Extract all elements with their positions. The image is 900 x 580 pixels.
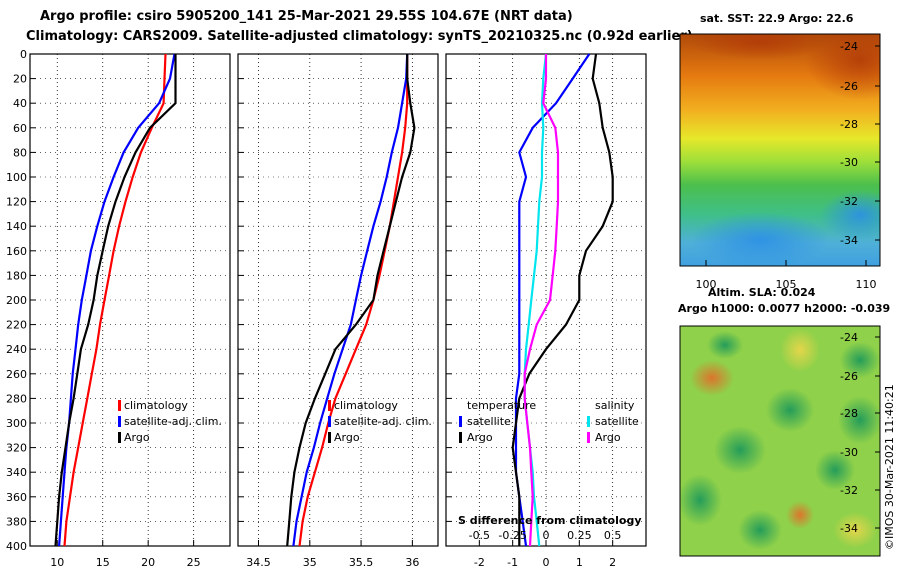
depth-tick-label: 300 xyxy=(6,417,27,430)
legend-label-argo: Argo xyxy=(334,431,360,444)
legend-swatch-satellite-s xyxy=(587,416,590,427)
s-difference-axis-label: S difference from climatology xyxy=(458,514,642,527)
depth-tick-label: 40 xyxy=(13,97,27,110)
x-tick-label: 2 xyxy=(609,556,616,569)
sla-lat-label: -34 xyxy=(840,522,858,535)
legend-swatch-climatology xyxy=(118,400,121,411)
sla-lat-label: -30 xyxy=(840,446,858,459)
sla-lat-label: -24 xyxy=(840,331,858,344)
x-tick-label: -2 xyxy=(474,556,485,569)
legend-label-climatology: climatology xyxy=(124,399,188,412)
legend-swatch-argo xyxy=(118,432,121,443)
legend-salinity-title: salinity xyxy=(595,399,635,412)
depth-tick-label: 240 xyxy=(6,343,27,356)
secondary-x-tick-label: -0.25 xyxy=(498,529,526,542)
x-tick-label: 1 xyxy=(576,556,583,569)
credit-text: ©IMOS 30-Mar-2021 11:40:21 xyxy=(883,384,896,550)
salinity-legend: climatology satellite-adj. clim. Argo xyxy=(328,399,432,444)
sst-lon-label: 110 xyxy=(856,278,877,291)
depth-tick-label: 280 xyxy=(6,392,27,405)
sla-map-title-line1: Altim. SLA: 0.024 xyxy=(708,286,816,299)
sst-map xyxy=(680,34,880,266)
depth-tick-label: 80 xyxy=(13,146,27,159)
x-tick-label: 34.5 xyxy=(246,556,271,569)
legend-label-satellite: satellite-adj. clim. xyxy=(334,415,432,428)
x-tick-label: 36 xyxy=(405,556,419,569)
sla-lat-label: -32 xyxy=(840,484,858,497)
depth-tick-label: 100 xyxy=(6,171,27,184)
depth-tick-label: 120 xyxy=(6,196,27,209)
diff-sal-argo-line xyxy=(523,54,560,547)
depth-tick-label: 20 xyxy=(13,73,27,86)
sla-map xyxy=(680,326,880,556)
legend-label-argo: Argo xyxy=(124,431,150,444)
legend-temperature-title: temperature xyxy=(467,399,536,412)
legend-swatch-argo xyxy=(328,432,331,443)
sal-satellite-line xyxy=(292,53,409,547)
depth-tick-label: 360 xyxy=(6,491,27,504)
secondary-x-tick-label: 0.5 xyxy=(604,529,622,542)
depth-tick-label: 220 xyxy=(6,319,27,332)
secondary-x-tick-label: 0.25 xyxy=(567,529,592,542)
sst-lat-label: -34 xyxy=(840,234,858,247)
sst-lat-label: -32 xyxy=(840,195,858,208)
secondary-x-tick-label: 0 xyxy=(543,529,550,542)
legend-swatch-argo xyxy=(459,432,462,443)
sst-lon-label: 105 xyxy=(776,278,797,291)
depth-tick-label: 180 xyxy=(6,269,27,282)
x-tick-label: 25 xyxy=(187,556,201,569)
legend-salinity-satellite: satellite xyxy=(595,415,639,428)
x-tick-label: 10 xyxy=(50,556,64,569)
diff-sal-satellite-line xyxy=(523,53,548,547)
x-tick-label: 35.5 xyxy=(349,556,374,569)
figure-title-line1: Argo profile: csiro 5905200_141 25-Mar-2… xyxy=(40,9,573,24)
figure-title-line2: Climatology: CARS2009. Satellite-adjuste… xyxy=(26,29,693,44)
sal-argo-line xyxy=(286,54,416,547)
depth-tick-label: 260 xyxy=(6,368,27,381)
depth-tick-label: 340 xyxy=(6,466,27,479)
sla-lat-label: -28 xyxy=(840,407,858,420)
sst-lat-label: -24 xyxy=(840,40,858,53)
depth-tick-label: 380 xyxy=(6,515,27,528)
x-tick-label: 35 xyxy=(303,556,317,569)
x-tick-label: 15 xyxy=(96,556,110,569)
legend-label-climatology: climatology xyxy=(334,399,398,412)
depth-tick-label: 140 xyxy=(6,220,27,233)
x-tick-label: 0 xyxy=(543,556,550,569)
temperature-legend: climatology satellite-adj. clim. Argo xyxy=(118,399,222,444)
sst-map-frame xyxy=(679,33,881,267)
legend-swatch-satellite xyxy=(328,416,331,427)
sla-lat-label: -26 xyxy=(840,370,858,383)
legend-swatch-argo-s xyxy=(587,432,590,443)
depth-tick-label: 200 xyxy=(6,294,27,307)
legend-swatch-satellite xyxy=(118,416,121,427)
sst-lat-label: -30 xyxy=(840,156,858,169)
sla-map-title-line2: Argo h1000: 0.0077 h2000: -0.039 xyxy=(678,302,890,315)
temp-argo-line xyxy=(54,54,177,547)
sst-lat-label: -26 xyxy=(840,80,858,93)
sst-map-title: sat. SST: 22.9 Argo: 22.6 xyxy=(700,12,854,25)
sla-map-frame xyxy=(679,325,881,557)
legend-swatch-satellite xyxy=(459,416,462,427)
depth-tick-label: 400 xyxy=(6,540,27,553)
legend-temperature-satellite: satellite xyxy=(467,415,511,428)
legend-label-satellite: satellite-adj. clim. xyxy=(124,415,222,428)
difference-legend: temperature satellite Argo salinity sate… xyxy=(459,399,639,444)
temp-climatology-line xyxy=(63,53,167,547)
legend-temperature-argo: Argo xyxy=(467,431,493,444)
legend-swatch-climatology xyxy=(328,400,331,411)
x-tick-label: -1 xyxy=(507,556,518,569)
temp-satellite-line xyxy=(58,53,176,547)
depth-tick-label: 320 xyxy=(6,442,27,455)
depth-tick-label: 60 xyxy=(13,122,27,135)
secondary-x-tick-label: -0.5 xyxy=(469,529,490,542)
sst-lat-label: -28 xyxy=(840,118,858,131)
depth-tick-label: 160 xyxy=(6,245,27,258)
x-tick-label: 20 xyxy=(141,556,155,569)
diff-temp-argo-line xyxy=(511,53,614,546)
legend-salinity-argo: Argo xyxy=(595,431,621,444)
sst-lon-label: 100 xyxy=(696,278,717,291)
depth-tick-label: 0 xyxy=(20,48,27,61)
